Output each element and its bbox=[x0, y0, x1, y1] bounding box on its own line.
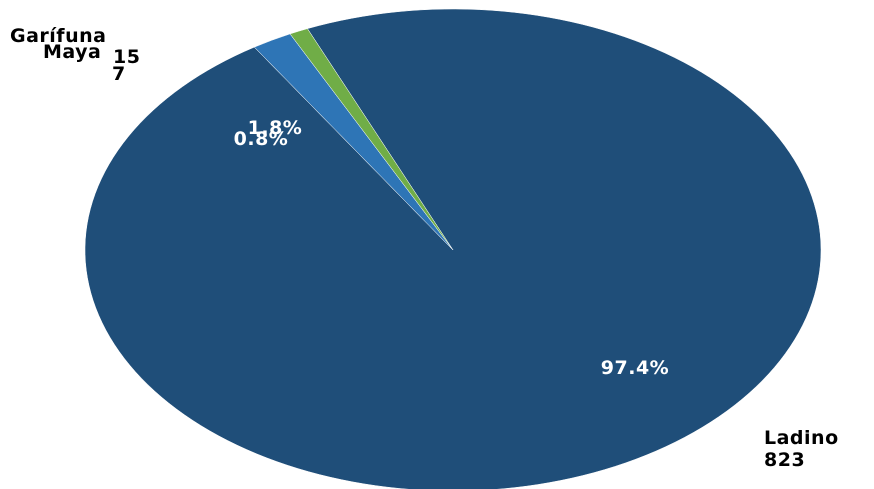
slice-value-label-garifuna: 7 bbox=[112, 63, 126, 85]
slice-percent-label-maya: 1.8% bbox=[248, 117, 303, 139]
pie-slice-garifuna bbox=[289, 28, 454, 251]
slice-category-label-ladino: Ladino bbox=[764, 427, 839, 449]
pie-slice-ladino bbox=[84, 8, 822, 489]
pie-slices bbox=[84, 8, 822, 489]
slice-percent-label-ladino: 97.4% bbox=[601, 357, 669, 379]
slice-category-label-garifuna: Garífuna bbox=[10, 25, 106, 47]
slice-category-label-maya: Maya bbox=[43, 41, 101, 63]
slice-value-label-maya: 15 bbox=[113, 46, 140, 68]
slice-percent-label-garifuna: 0.8% bbox=[234, 128, 289, 150]
slice-value-label-ladino: 823 bbox=[764, 449, 805, 471]
